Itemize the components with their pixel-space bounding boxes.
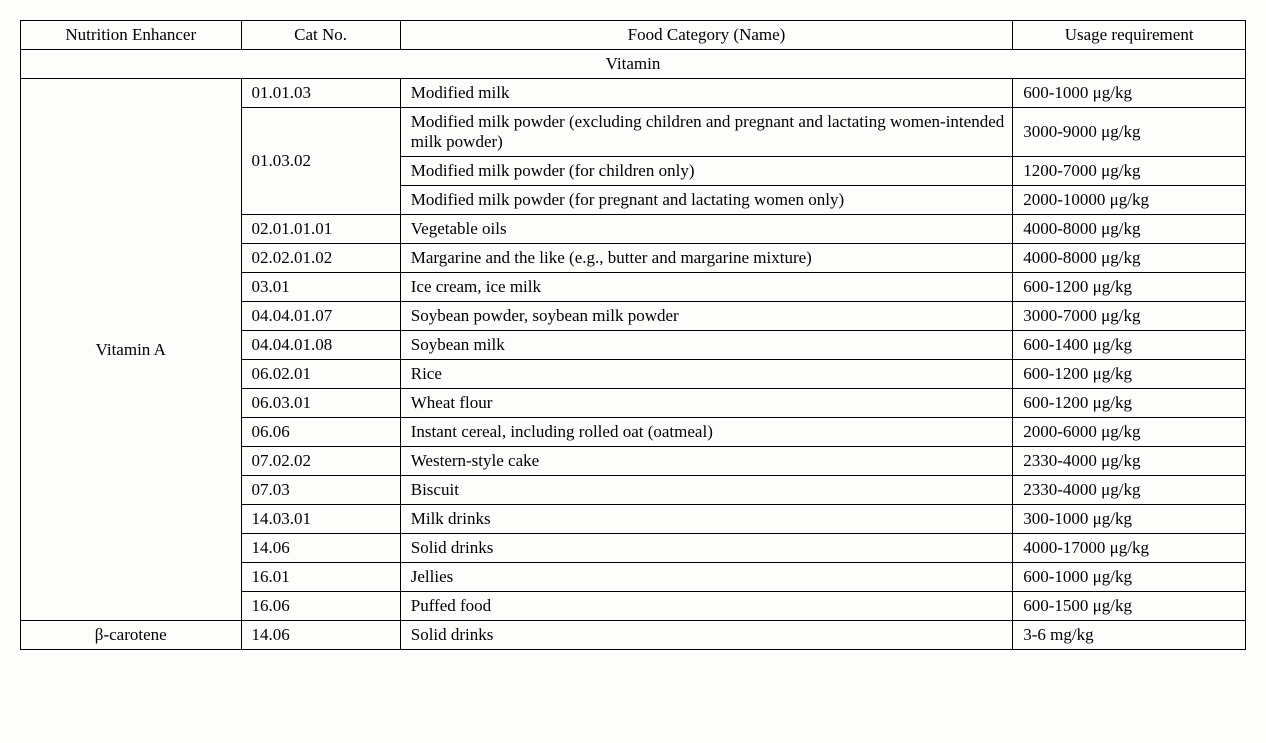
food-category: Soybean powder, soybean milk powder xyxy=(400,302,1013,331)
cat-no: 16.01 xyxy=(241,563,400,592)
usage-req: 2330-4000 μg/kg xyxy=(1013,476,1246,505)
header-row: Nutrition Enhancer Cat No. Food Category… xyxy=(21,21,1246,50)
enhancer-vitamin-a: Vitamin A xyxy=(21,79,242,621)
usage-req: 600-1500 μg/kg xyxy=(1013,592,1246,621)
food-category: Milk drinks xyxy=(400,505,1013,534)
cat-no: 06.03.01 xyxy=(241,389,400,418)
enhancer-bcarotene: β-carotene xyxy=(21,621,242,650)
cat-no: 01.01.03 xyxy=(241,79,400,108)
cat-no: 14.03.01 xyxy=(241,505,400,534)
usage-req: 2330-4000 μg/kg xyxy=(1013,447,1246,476)
cat-no: 06.06 xyxy=(241,418,400,447)
table-row: Vitamin A 01.01.03 Modified milk 600-100… xyxy=(21,79,1246,108)
usage-req: 4000-8000 μg/kg xyxy=(1013,244,1246,273)
cat-no: 03.01 xyxy=(241,273,400,302)
section-label: Vitamin xyxy=(21,50,1246,79)
usage-req: 4000-8000 μg/kg xyxy=(1013,215,1246,244)
food-category: Ice cream, ice milk xyxy=(400,273,1013,302)
usage-req: 1200-7000 μg/kg xyxy=(1013,157,1246,186)
cat-no: 14.06 xyxy=(241,534,400,563)
usage-req: 4000-17000 μg/kg xyxy=(1013,534,1246,563)
usage-req: 600-1200 μg/kg xyxy=(1013,360,1246,389)
food-category: Margarine and the like (e.g., butter and… xyxy=(400,244,1013,273)
food-category: Soybean milk xyxy=(400,331,1013,360)
usage-req: 2000-6000 μg/kg xyxy=(1013,418,1246,447)
cat-no: 04.04.01.08 xyxy=(241,331,400,360)
section-row: Vitamin xyxy=(21,50,1246,79)
usage-req: 600-1400 μg/kg xyxy=(1013,331,1246,360)
cat-no: 16.06 xyxy=(241,592,400,621)
food-category: Vegetable oils xyxy=(400,215,1013,244)
header-foodcat: Food Category (Name) xyxy=(400,21,1013,50)
usage-req: 3000-9000 μg/kg xyxy=(1013,108,1246,157)
food-category: Rice xyxy=(400,360,1013,389)
food-category: Modified milk powder (for pregnant and l… xyxy=(400,186,1013,215)
cat-no: 02.01.01.01 xyxy=(241,215,400,244)
usage-req: 600-1200 μg/kg xyxy=(1013,273,1246,302)
table-row: β-carotene 14.06 Solid drinks 3-6 mg/kg xyxy=(21,621,1246,650)
food-category: Wheat flour xyxy=(400,389,1013,418)
header-enhancer: Nutrition Enhancer xyxy=(21,21,242,50)
food-category: Biscuit xyxy=(400,476,1013,505)
header-usage: Usage requirement xyxy=(1013,21,1246,50)
food-category: Modified milk xyxy=(400,79,1013,108)
cat-no: 01.03.02 xyxy=(241,108,400,215)
cat-no: 14.06 xyxy=(241,621,400,650)
food-category: Puffed food xyxy=(400,592,1013,621)
cat-no: 07.02.02 xyxy=(241,447,400,476)
usage-req: 600-1000 μg/kg xyxy=(1013,79,1246,108)
usage-req: 2000-10000 μg/kg xyxy=(1013,186,1246,215)
food-category: Modified milk powder (excluding children… xyxy=(400,108,1013,157)
food-category: Solid drinks xyxy=(400,534,1013,563)
usage-req: 600-1000 μg/kg xyxy=(1013,563,1246,592)
cat-no: 04.04.01.07 xyxy=(241,302,400,331)
header-catno: Cat No. xyxy=(241,21,400,50)
food-category: Modified milk powder (for children only) xyxy=(400,157,1013,186)
food-category: Jellies xyxy=(400,563,1013,592)
usage-req: 300-1000 μg/kg xyxy=(1013,505,1246,534)
usage-req: 3-6 mg/kg xyxy=(1013,621,1246,650)
cat-no: 06.02.01 xyxy=(241,360,400,389)
cat-no: 02.02.01.02 xyxy=(241,244,400,273)
nutrition-table: Nutrition Enhancer Cat No. Food Category… xyxy=(20,20,1246,650)
food-category: Solid drinks xyxy=(400,621,1013,650)
cat-no: 07.03 xyxy=(241,476,400,505)
food-category: Instant cereal, including rolled oat (oa… xyxy=(400,418,1013,447)
food-category: Western-style cake xyxy=(400,447,1013,476)
usage-req: 600-1200 μg/kg xyxy=(1013,389,1246,418)
usage-req: 3000-7000 μg/kg xyxy=(1013,302,1246,331)
